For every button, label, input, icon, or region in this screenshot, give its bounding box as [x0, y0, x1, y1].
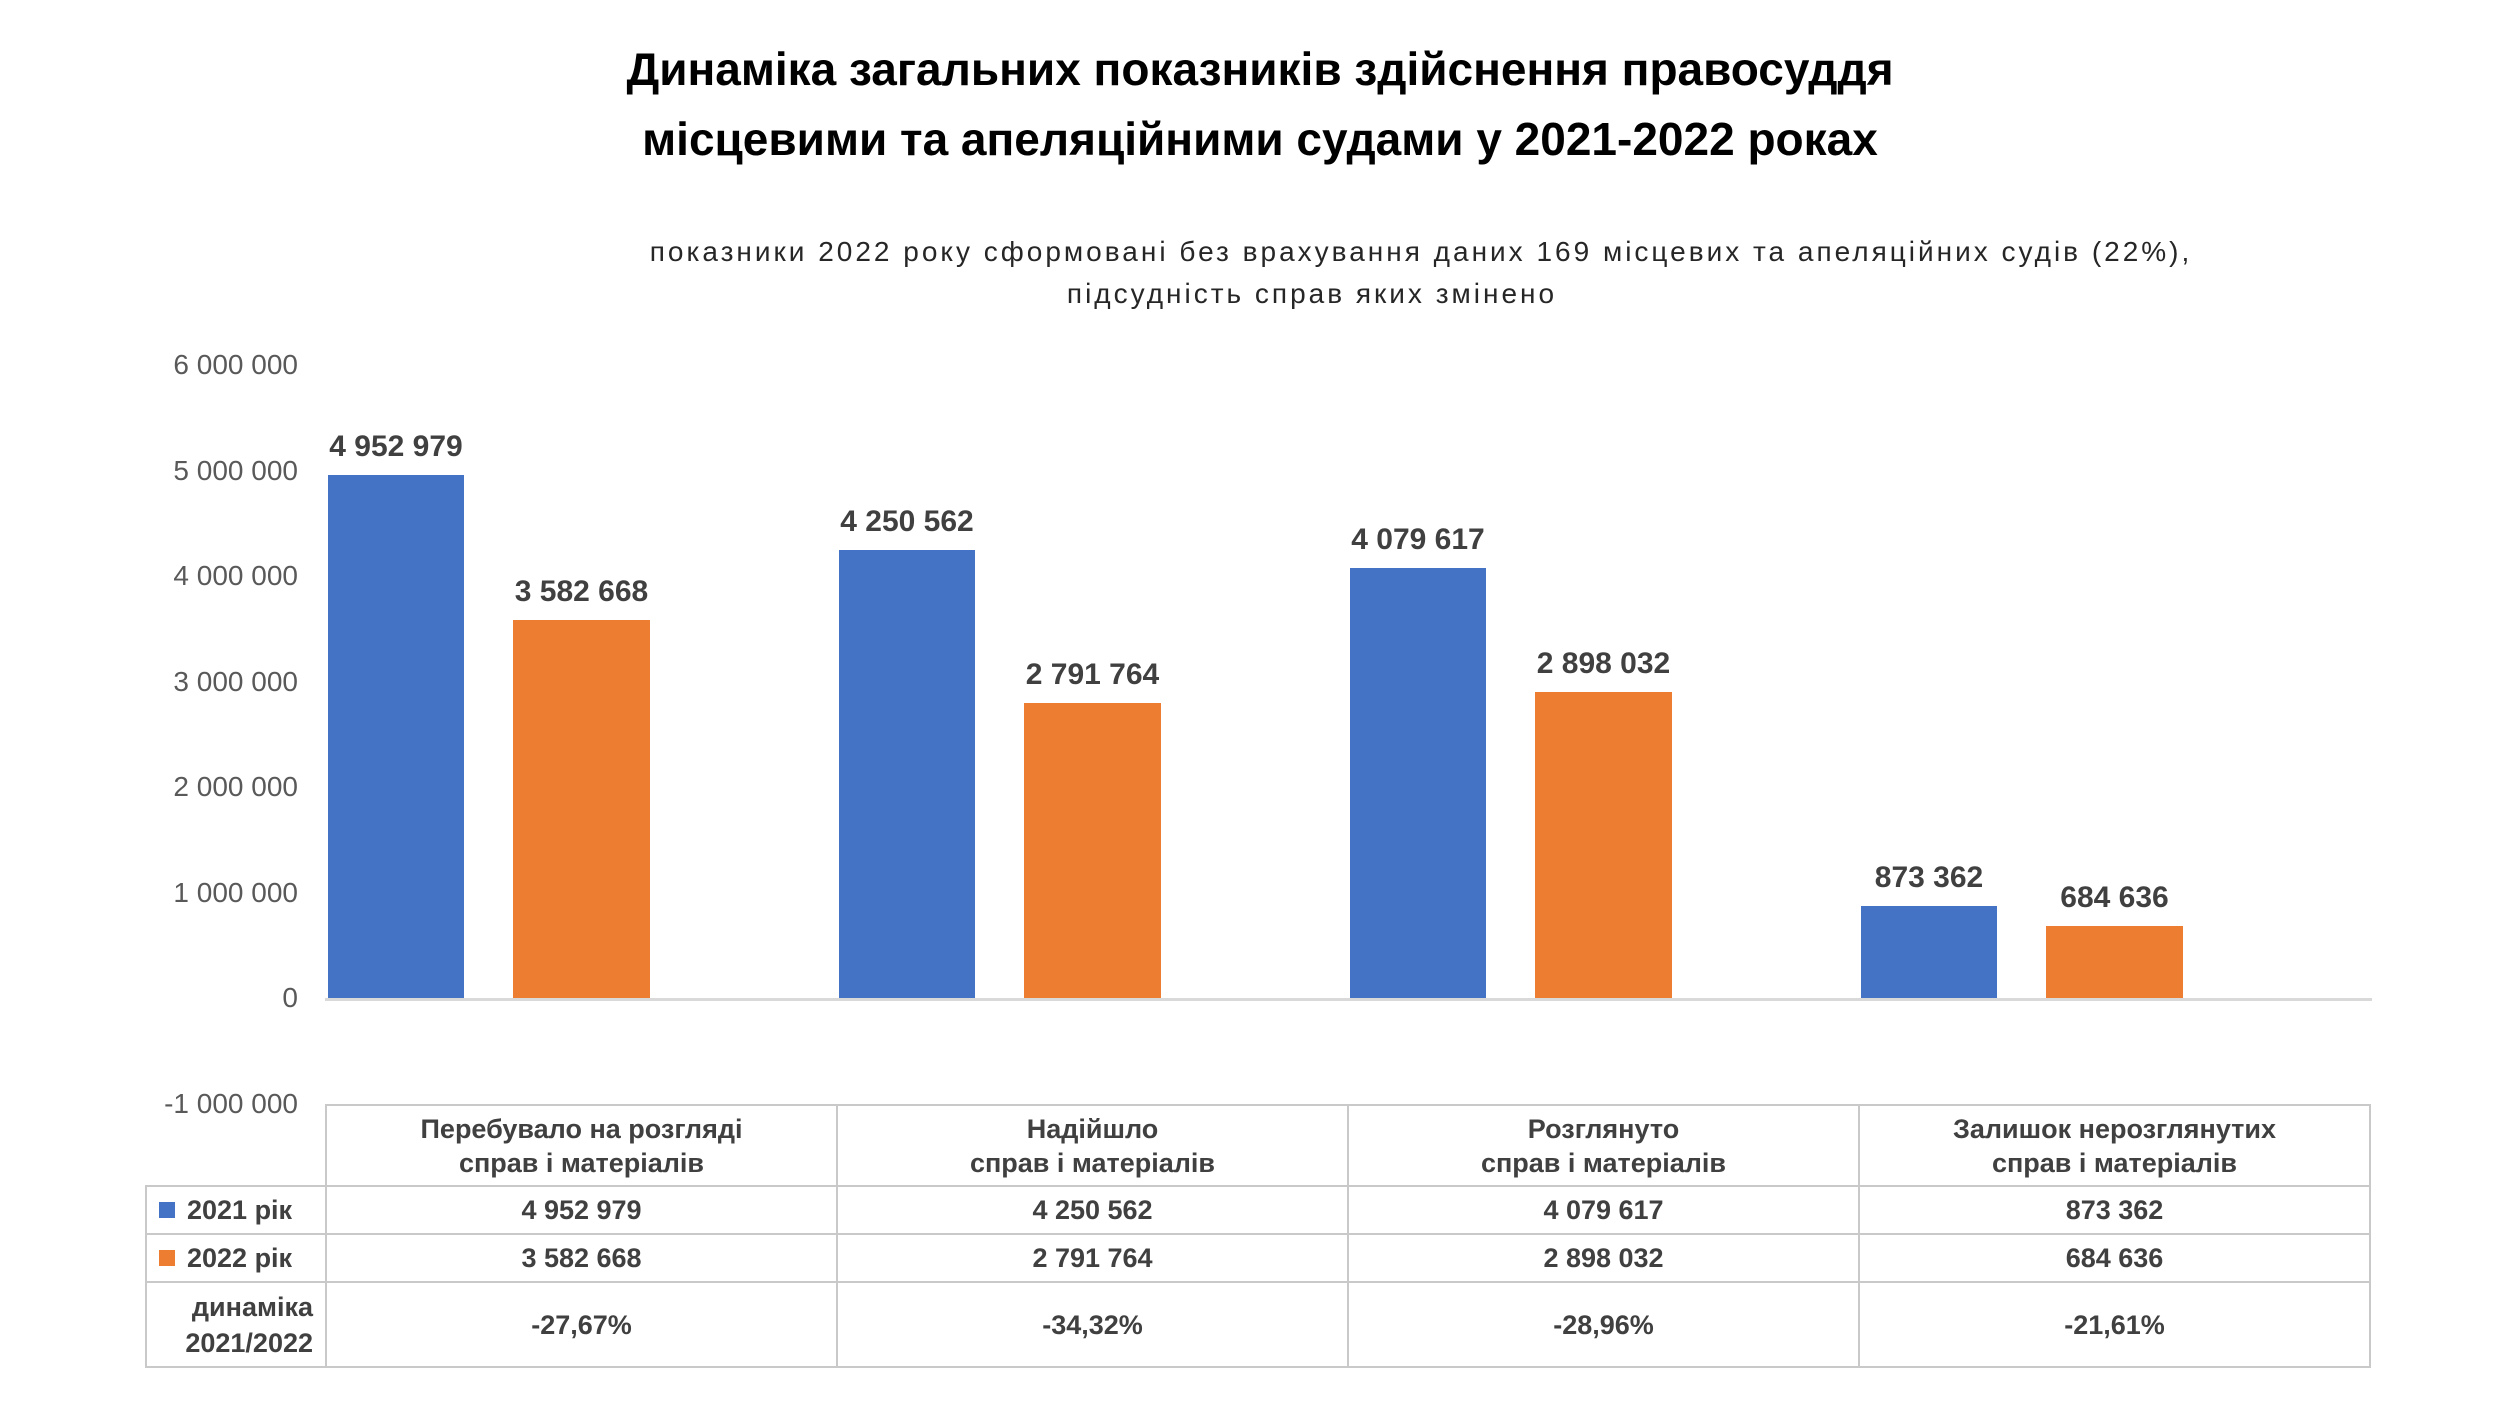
legend-swatch-2021	[159, 1202, 175, 1218]
table-header-cell: Розглянуто справ і матеріалів	[1349, 1104, 1860, 1187]
table-value-cell: 3 582 668	[327, 1235, 838, 1283]
y-axis-tick-label: -1 000 000	[164, 1088, 298, 1119]
bar-value-label: 2 898 032	[1536, 647, 1671, 680]
bar-value-label: 2 791 764	[1025, 658, 1160, 691]
table-value-cell: 4 079 617	[1349, 1187, 1860, 1235]
legend-swatch-2022	[159, 1250, 175, 1266]
table-value-cell: 2 898 032	[1349, 1235, 1860, 1283]
table-dynamics-cell: -28,96%	[1349, 1283, 1860, 1368]
table-dynamics-cell: -34,32%	[838, 1283, 1349, 1368]
bar-value-label: 684 636	[2060, 881, 2169, 914]
table-header-cell: Перебувало на розгляді справ і матеріалі…	[327, 1104, 838, 1187]
bar-value-label: 4 250 562	[840, 505, 974, 538]
table-corner-cell	[145, 1104, 327, 1187]
bar-2021-category-1	[328, 475, 464, 998]
y-axis-tick-label: 1 000 000	[173, 877, 298, 908]
y-axis-tick-label: 0	[282, 982, 298, 1013]
y-axis-tick-label: 5 000 000	[173, 455, 298, 486]
bar-2022-category-2	[1024, 703, 1161, 998]
dynamics-row-label: динаміка 2021/2022	[145, 1283, 327, 1368]
x-axis-line	[325, 998, 2372, 1001]
bar-value-label: 3 582 668	[514, 575, 649, 608]
bar-2022-category-1	[513, 620, 650, 998]
bar-2021-category-2	[839, 550, 975, 998]
y-axis-tick-label: 2 000 000	[173, 771, 298, 802]
table-dynamics-cell: -27,67%	[327, 1283, 838, 1368]
bar-2021-category-3	[1350, 568, 1486, 998]
bar-2022-category-4	[2046, 926, 2183, 998]
bar-2021-category-4	[1861, 906, 1997, 998]
table-header-cell: Надійшло справ і матеріалів	[838, 1104, 1349, 1187]
bar-value-label: 4 079 617	[1351, 523, 1485, 556]
chart-subtitle-line-1: показники 2022 року сформовані без враху…	[649, 236, 2193, 267]
chart-subtitle-line-2: підсудність справ яких змінено	[1066, 278, 1558, 309]
table-header-cell: Залишок нерозглянутих справ і матеріалів	[1860, 1104, 2371, 1187]
bar-value-label: 873 362	[1874, 861, 1984, 894]
legend-label-text: 2021 рік	[187, 1194, 293, 1225]
legend-row-label-2021: 2021 рік	[145, 1187, 327, 1235]
bar-value-label: 4 952 979	[329, 430, 463, 463]
data-table: Перебувало на розгляді справ і матеріалі…	[145, 1104, 2371, 1368]
table-value-cell: 873 362	[1860, 1187, 2371, 1235]
y-axis-tick-label: 4 000 000	[173, 560, 298, 591]
chart-title: Динаміка загальних показників здійснення…	[626, 43, 1894, 165]
legend-label-text: 2022 рік	[187, 1242, 293, 1273]
legend-row-label-2022: 2022 рік	[145, 1235, 327, 1283]
table-value-cell: 2 791 764	[838, 1235, 1349, 1283]
plot-area: 4 952 979 4 250 562 4 079 617 873 362 3 582 …	[325, 365, 2372, 1001]
table-value-cell: 684 636	[1860, 1235, 2371, 1283]
table-dynamics-cell: -21,61%	[1860, 1283, 2371, 1368]
y-axis-tick-label: 3 000 000	[173, 666, 298, 697]
y-axis-tick-label: 6 000 000	[173, 349, 298, 380]
bar-2022-category-3	[1535, 692, 1672, 998]
table-value-cell: 4 250 562	[838, 1187, 1349, 1235]
table-value-cell: 4 952 979	[327, 1187, 838, 1235]
